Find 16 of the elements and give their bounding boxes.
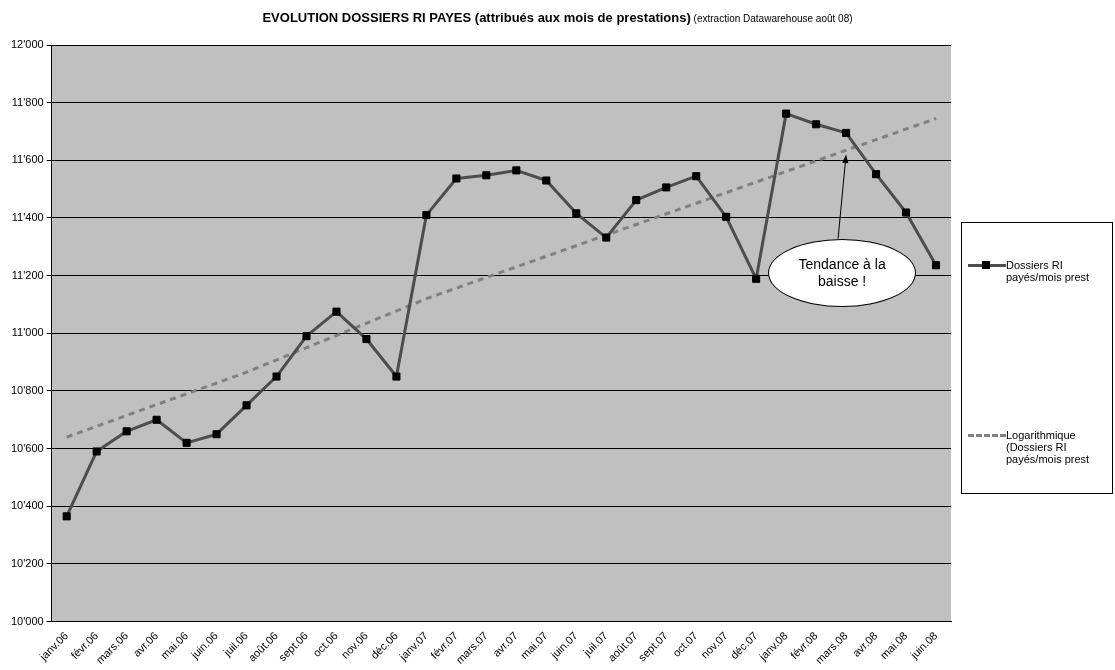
y-tick-label: 10'000 — [10, 614, 44, 627]
legend-label: Logarithmique (Dossiers RI payés/mois prest — [1006, 429, 1091, 465]
y-tick-label: 10'400 — [10, 499, 44, 512]
annotation: Tendance à la baisse ! — [797, 255, 887, 290]
legend-label: Dossiers RI payés/mois prest — [1006, 259, 1091, 283]
y-tick-label: 11'200 — [11, 268, 44, 281]
y-tick-label: 11'000 — [11, 326, 44, 339]
y-tick-label: 10'200 — [10, 556, 44, 569]
y-tick-label: 11'600 — [11, 153, 44, 166]
chart-subtitle: (extraction Datawarehouse août 08) — [692, 13, 853, 24]
y-tick-label: 11'400 — [11, 211, 44, 223]
y-tick-label: 11'800 — [11, 95, 44, 108]
y-tick-label: 10'600 — [10, 441, 44, 454]
y-tick-label: 12'000 — [10, 38, 44, 51]
y-tick-label: 10'800 — [10, 383, 44, 396]
chart-title: EVOLUTION DOSSIERS RI PAYES (attribués aux mois de prestations) — [262, 10, 691, 25]
